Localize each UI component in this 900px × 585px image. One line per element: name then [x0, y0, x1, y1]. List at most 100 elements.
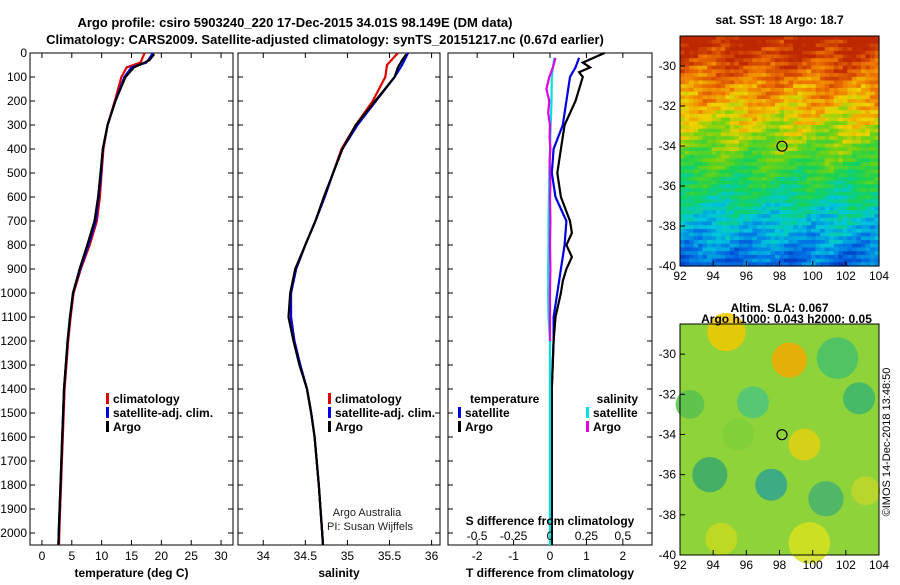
sst-cell — [842, 251, 848, 256]
sst-cell — [851, 65, 857, 70]
sst-cell — [820, 258, 826, 263]
salinity-series-argo — [287, 53, 408, 546]
sst-cell — [707, 99, 713, 104]
sla-map-xtick-label: 98 — [773, 558, 787, 572]
sst-cell — [797, 251, 803, 256]
sst-cell — [856, 84, 862, 89]
sst-cell — [829, 158, 835, 163]
sst-cell — [711, 87, 717, 93]
sst-cell — [711, 228, 717, 234]
sst-cell — [734, 143, 740, 148]
sst-cell — [815, 73, 821, 78]
sst-cell — [720, 254, 726, 260]
sst-cell — [747, 151, 753, 156]
sst-cell — [833, 91, 839, 96]
sst-cell — [874, 54, 880, 59]
sst-cell — [756, 228, 763, 234]
sst-cell — [698, 214, 704, 219]
sst-cell — [856, 240, 862, 245]
sst-cell — [847, 214, 853, 219]
sst-cell — [829, 36, 835, 41]
sst-cell — [788, 76, 794, 82]
sst-cell — [725, 43, 731, 48]
temperature-legend-2-swatch — [106, 421, 109, 432]
sst-cell — [702, 47, 708, 52]
sst-cell — [711, 132, 717, 137]
sst-cell — [734, 236, 740, 241]
sst-cell — [761, 162, 767, 167]
sst-cell — [738, 128, 744, 134]
sst-cell — [707, 225, 713, 230]
sst-cell — [774, 139, 781, 145]
sst-cell — [693, 61, 699, 67]
sst-cell — [806, 117, 812, 122]
sst-cell — [698, 39, 704, 45]
depth-tick-label: 0 — [20, 46, 27, 60]
sst-cell — [806, 232, 812, 237]
temperature-legend-1-swatch — [106, 407, 109, 418]
sst-cell — [702, 61, 708, 67]
sst-cell — [702, 221, 708, 226]
sst-cell — [869, 47, 876, 52]
sst-cell — [756, 76, 763, 82]
sst-cell — [698, 176, 704, 182]
sst-cell — [761, 258, 767, 263]
sst-cell — [856, 50, 862, 56]
sst-cell — [833, 54, 839, 59]
sst-cell — [851, 36, 857, 41]
sst-cell — [720, 162, 726, 167]
sst-cell — [838, 43, 844, 48]
sst-cell — [738, 180, 744, 185]
sst-cell — [707, 262, 713, 267]
sst-cell — [851, 69, 857, 74]
sst-cell — [829, 58, 835, 63]
sst-cell — [707, 228, 713, 234]
sst-cell — [824, 169, 830, 174]
sst-cell — [806, 121, 812, 126]
sst-cell — [824, 243, 830, 249]
sst-cell — [779, 225, 785, 230]
sst-cell — [847, 61, 853, 67]
sst-cell — [765, 106, 772, 111]
difference-legend-s-sat-label: satellite — [593, 406, 638, 420]
sst-cell — [756, 139, 763, 145]
sst-cell — [729, 87, 735, 93]
sst-cell — [842, 217, 848, 223]
sst-cell — [684, 169, 690, 174]
sst-cell — [752, 217, 758, 223]
sst-cell — [761, 50, 767, 56]
sst-cell — [734, 154, 740, 160]
sst-cell — [774, 158, 781, 163]
sst-cell — [838, 80, 844, 85]
sst-cell — [824, 191, 830, 197]
sst-cell — [842, 221, 848, 226]
sst-cell — [838, 69, 844, 74]
sst-cell — [680, 54, 686, 59]
sst-cell — [725, 173, 731, 178]
sst-cell — [869, 195, 876, 200]
sst-cell — [842, 247, 848, 252]
sst-cell — [770, 110, 776, 115]
salinity-series-satellite-adj-clim- — [289, 52, 409, 546]
sst-cell — [707, 121, 713, 126]
sst-cell — [734, 210, 740, 215]
sst-cell — [788, 84, 794, 89]
sst-cell — [820, 195, 826, 200]
sst-cell — [802, 65, 808, 70]
sst-cell — [874, 247, 880, 252]
sst-cell — [716, 247, 722, 252]
sst-cell — [725, 221, 731, 226]
sst-cell — [788, 247, 794, 252]
sst-cell — [802, 110, 808, 115]
sst-cell — [720, 43, 726, 48]
sst-cell — [856, 217, 862, 223]
sst-cell — [743, 147, 749, 152]
sst-cell — [765, 251, 772, 256]
sst-cell — [684, 50, 690, 56]
sst-cell — [788, 169, 794, 174]
sst-cell — [874, 202, 880, 208]
sst-cell — [684, 191, 690, 197]
sst-cell — [747, 87, 753, 93]
depth-tick-label: 800 — [7, 238, 27, 252]
sst-cell — [756, 262, 763, 267]
